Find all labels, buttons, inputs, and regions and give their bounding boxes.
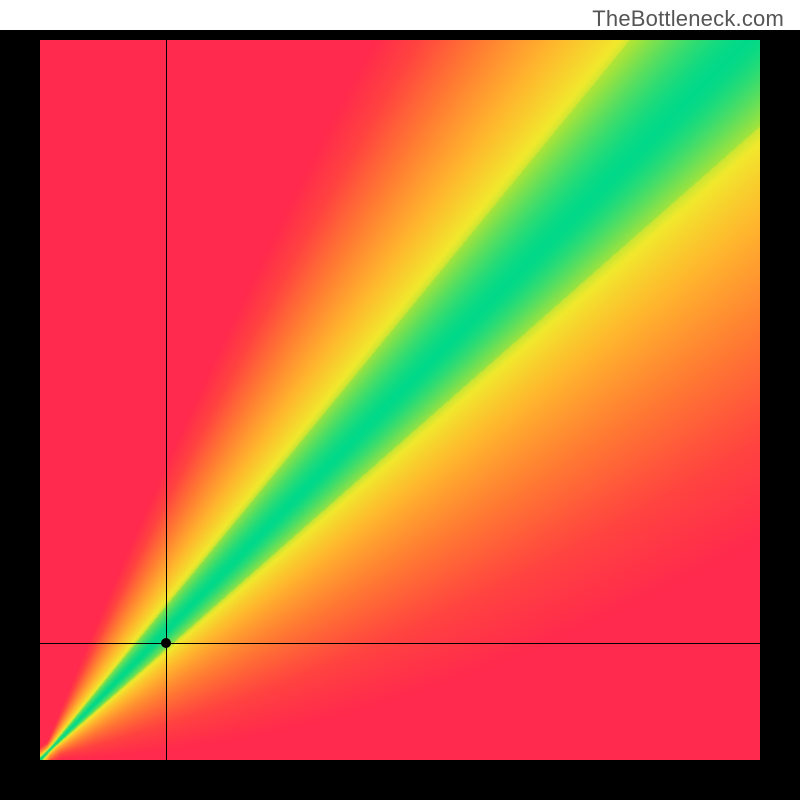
crosshair-horizontal — [40, 643, 760, 644]
plot-area — [40, 40, 760, 760]
root: TheBottleneck.com — [0, 0, 800, 800]
crosshair-marker — [161, 638, 171, 648]
watermark-text: TheBottleneck.com — [592, 6, 784, 32]
plot-frame — [0, 30, 800, 800]
heatmap-canvas — [40, 40, 760, 760]
crosshair-vertical — [166, 40, 167, 760]
